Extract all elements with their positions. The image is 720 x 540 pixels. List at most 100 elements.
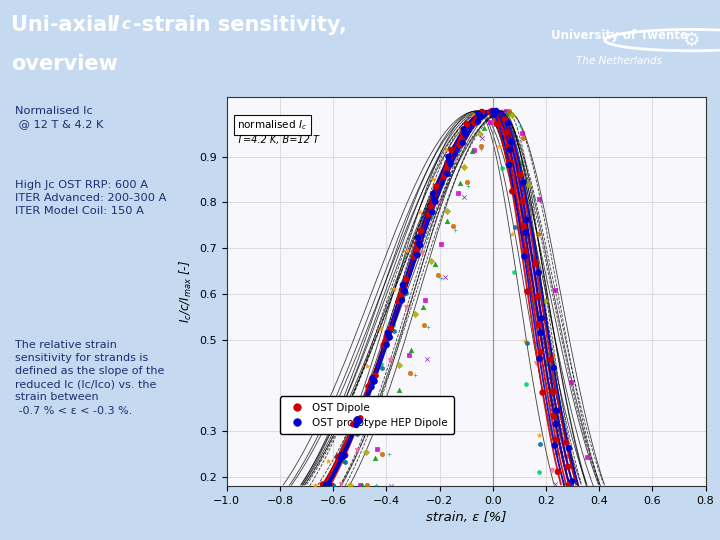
Point — [456, 134, 467, 143]
Point — [503, 109, 514, 118]
Point — [396, 413, 408, 422]
Point — [336, 480, 347, 489]
Point — [353, 416, 364, 424]
Point — [336, 451, 347, 460]
Text: normalised $I_c$: normalised $I_c$ — [238, 118, 307, 132]
Point — [513, 170, 524, 179]
Point — [425, 213, 436, 221]
Point — [326, 481, 338, 490]
Point — [381, 332, 392, 341]
Point — [520, 247, 531, 255]
Point — [461, 127, 472, 136]
Point — [550, 435, 562, 444]
Point — [397, 281, 409, 289]
Point — [383, 333, 395, 341]
Point — [498, 126, 509, 134]
Point — [428, 195, 440, 204]
Point — [411, 251, 423, 260]
Point — [466, 147, 477, 156]
Point — [488, 119, 500, 128]
Point — [411, 241, 423, 249]
Point — [339, 451, 351, 460]
Point — [560, 452, 572, 461]
Point — [465, 124, 477, 132]
Point — [444, 158, 455, 166]
Point — [317, 480, 328, 489]
Point — [410, 246, 422, 254]
Point — [361, 481, 373, 490]
Text: Uni-axial: Uni-axial — [11, 15, 121, 35]
Point — [436, 170, 447, 178]
Point — [436, 240, 447, 248]
Point — [546, 466, 557, 475]
Point — [375, 324, 387, 333]
Point — [399, 287, 410, 295]
Point — [398, 286, 410, 294]
Point — [539, 359, 551, 367]
Point — [485, 109, 496, 118]
Point — [532, 293, 544, 301]
Point — [431, 182, 442, 191]
Point — [505, 158, 516, 166]
Point — [385, 482, 397, 490]
Point — [505, 138, 517, 146]
Point — [454, 141, 465, 150]
Point — [309, 481, 320, 490]
Point — [472, 112, 484, 120]
Point — [354, 481, 366, 489]
Point — [339, 457, 351, 466]
Point — [366, 374, 378, 382]
Point — [515, 159, 526, 167]
Point — [403, 427, 415, 435]
Point — [403, 351, 415, 360]
Point — [423, 210, 435, 219]
Point — [447, 222, 459, 231]
Text: ⚙: ⚙ — [683, 31, 700, 50]
Point — [382, 328, 393, 337]
Point — [459, 125, 470, 134]
Point — [383, 329, 395, 338]
Point — [517, 197, 528, 206]
Point — [474, 111, 485, 120]
Point — [488, 110, 500, 119]
Point — [495, 107, 506, 116]
Point — [449, 150, 460, 159]
Point — [404, 369, 415, 377]
Point — [461, 120, 472, 129]
Text: University of Twente: University of Twente — [551, 29, 688, 42]
Point — [530, 259, 541, 268]
Point — [552, 468, 564, 476]
Point — [377, 407, 388, 416]
Point — [501, 107, 513, 116]
Point — [500, 115, 511, 124]
Point — [368, 375, 379, 383]
Point — [414, 241, 426, 249]
Point — [441, 206, 453, 215]
Point — [438, 172, 450, 180]
Point — [472, 117, 484, 126]
Point — [490, 118, 501, 126]
Point — [376, 450, 387, 459]
Point — [446, 146, 457, 154]
Point — [547, 387, 559, 396]
Point — [476, 133, 487, 142]
Text: -strain sensitivity,: -strain sensitivity, — [133, 15, 347, 35]
Point — [490, 111, 502, 119]
Point — [413, 239, 425, 248]
Point — [454, 124, 465, 133]
Point — [582, 453, 593, 461]
Point — [370, 372, 382, 380]
Point — [322, 481, 333, 490]
Point — [458, 193, 469, 202]
Point — [468, 146, 480, 154]
Point — [473, 110, 485, 118]
Point — [320, 480, 332, 489]
Point — [533, 194, 544, 203]
Point — [420, 296, 431, 305]
Point — [491, 120, 503, 129]
Point — [351, 428, 362, 437]
Point — [324, 482, 336, 490]
Point — [567, 476, 579, 484]
Point — [475, 145, 487, 153]
Point — [462, 181, 474, 190]
